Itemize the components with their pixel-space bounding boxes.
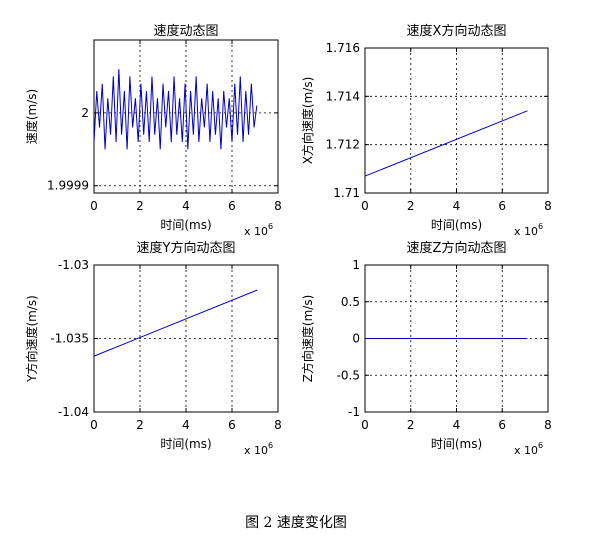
x-tick-label: 8 xyxy=(274,199,282,213)
y-axis-label: Y方向速度(m/s) xyxy=(24,295,39,383)
y-tick-label: 0.5 xyxy=(341,295,360,309)
x-tick-label: 0 xyxy=(361,418,369,432)
x-tick-label: 4 xyxy=(453,418,461,432)
y-axis-label: Z方向速度(m/s) xyxy=(300,295,315,383)
y-tick-label: 1 xyxy=(352,258,360,272)
x-multiplier: x 106 xyxy=(514,222,543,238)
x-tick-label: 0 xyxy=(90,418,98,432)
x-tick-label: 8 xyxy=(544,199,552,213)
y-axis-label: 速度(m/s) xyxy=(24,89,39,144)
y-tick-label: -1.035 xyxy=(50,332,89,346)
figure-caption: 图 2 速度变化图 xyxy=(245,515,347,531)
x-axis-label: 时间(ms) xyxy=(160,437,211,451)
x-axis-label: 时间(ms) xyxy=(431,218,482,232)
y-axis-label: X方向速度(m/s) xyxy=(300,77,315,165)
x-tick-label: 6 xyxy=(228,199,236,213)
x-tick-label: 4 xyxy=(453,199,461,213)
y-tick-label: 1.716 xyxy=(326,41,360,55)
y-tick-label: 2 xyxy=(81,106,89,120)
x-tick-label: 8 xyxy=(544,418,552,432)
x-tick-label: 6 xyxy=(498,418,506,432)
x-tick-label: 8 xyxy=(274,418,282,432)
series-line-1 xyxy=(93,289,258,357)
x-tick-label: 0 xyxy=(361,199,369,213)
series-line-1 xyxy=(364,110,528,177)
series-line-1 xyxy=(93,69,258,150)
x-tick-label: 6 xyxy=(228,418,236,432)
chart-title: 速度动态图 xyxy=(153,23,218,39)
y-tick-label: 1.71 xyxy=(333,186,360,200)
x-tick-label: 2 xyxy=(407,199,415,213)
y-tick-label: -1.04 xyxy=(58,405,89,419)
y-tick-label: -1 xyxy=(348,405,360,419)
x-tick-label: 4 xyxy=(182,418,190,432)
x-multiplier: x 106 xyxy=(244,222,273,238)
y-tick-label: 1.712 xyxy=(326,138,360,152)
x-multiplier: x 106 xyxy=(244,441,273,457)
y-tick-label: 1.714 xyxy=(326,89,360,103)
chart-title: 速度Y方向动态图 xyxy=(137,240,236,256)
y-tick-label: 1.9999 xyxy=(47,179,89,193)
x-tick-label: 2 xyxy=(136,199,144,213)
chart-title: 速度Z方向动态图 xyxy=(407,240,507,256)
chart-title: 速度X方向动态图 xyxy=(407,23,507,39)
x-tick-label: 4 xyxy=(182,199,190,213)
x-tick-label: 2 xyxy=(136,418,144,432)
x-multiplier: x 106 xyxy=(514,441,543,457)
y-tick-label: -0.5 xyxy=(337,368,360,382)
y-tick-label: -1.03 xyxy=(58,258,89,272)
x-axis-label: 时间(ms) xyxy=(160,218,211,232)
x-axis-label: 时间(ms) xyxy=(431,437,482,451)
y-tick-label: 0 xyxy=(352,332,360,346)
x-tick-label: 0 xyxy=(90,199,98,213)
x-tick-label: 6 xyxy=(498,199,506,213)
x-tick-label: 2 xyxy=(407,418,415,432)
